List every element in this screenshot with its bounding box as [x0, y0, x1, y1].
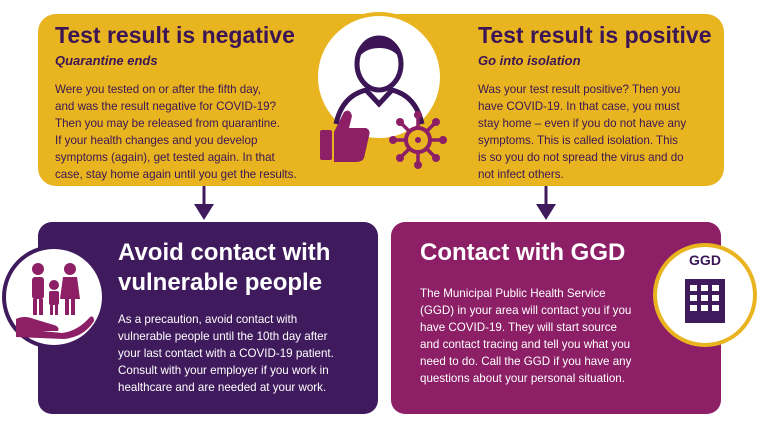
avoid-contact-text: As a precaution, avoid contact with vuln…: [118, 313, 334, 394]
ggd-contact-text: The Municipal Public Health Service (GGD…: [420, 287, 632, 385]
negative-result-title: Test result is negative: [55, 22, 295, 48]
avoid-contact-title-line1: Avoid contact with: [118, 239, 331, 266]
avoid-contact-title-line2: vulnerable people: [118, 269, 323, 296]
ggd-badge-label: GGD: [689, 252, 721, 268]
vulnerable-people-icon: [16, 263, 94, 339]
ggd-contact-title: Contact with GGD: [420, 239, 626, 266]
building-icon: [685, 279, 725, 323]
positive-result-subtitle: Go into isolation: [478, 53, 581, 68]
person-icon: [333, 35, 425, 125]
negative-result-text: Were you tested on or after the fifth da…: [55, 83, 297, 181]
virus-icon: [389, 111, 447, 169]
negative-result-subtitle: Quarantine ends: [55, 53, 158, 68]
positive-result-text: Was your test result positive? Then you …: [478, 83, 687, 181]
arrow-down-left: [194, 186, 214, 220]
positive-result-title: Test result is positive: [478, 22, 712, 48]
thumbs-up-icon: [320, 110, 370, 162]
arrow-down-right: [536, 186, 556, 220]
